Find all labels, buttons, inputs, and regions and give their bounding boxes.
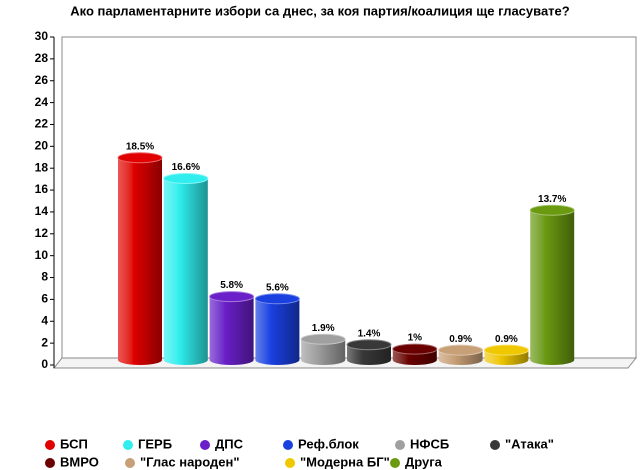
y-tick-label: 24 bbox=[35, 95, 49, 109]
legend-marker bbox=[285, 458, 295, 468]
y-tick-label: 30 bbox=[35, 29, 49, 43]
y-tick-label: 14 bbox=[35, 204, 49, 218]
legend-label: Друга bbox=[405, 454, 443, 469]
y-tick-label: 4 bbox=[41, 313, 48, 327]
value-label: 0.9% bbox=[495, 334, 518, 345]
bar bbox=[209, 296, 254, 360]
bar-top bbox=[346, 339, 392, 351]
legend-marker bbox=[45, 458, 55, 468]
y-tick-label: 12 bbox=[35, 226, 49, 240]
legend-marker bbox=[490, 440, 500, 450]
legend-marker bbox=[200, 440, 210, 450]
bar-top bbox=[209, 291, 255, 303]
bar-top bbox=[392, 343, 438, 355]
y-tick-label: 26 bbox=[35, 73, 49, 87]
y-tick-label: 20 bbox=[35, 139, 49, 153]
legend-label: ДПС bbox=[215, 436, 244, 451]
legend-marker bbox=[395, 440, 405, 450]
legend-label: ГЕРБ bbox=[138, 436, 172, 451]
legend-marker bbox=[283, 440, 293, 450]
value-label: 13.7% bbox=[538, 194, 566, 205]
y-tick-label: 18 bbox=[35, 160, 49, 174]
legend-label: ВМРО bbox=[60, 454, 99, 469]
bar-top bbox=[300, 333, 346, 345]
y-tick-label: 10 bbox=[35, 248, 49, 262]
legend-label: Реф.блок bbox=[298, 436, 359, 451]
value-label: 1.9% bbox=[312, 323, 335, 334]
value-label: 1.4% bbox=[358, 328, 381, 339]
legend-label: НФСБ bbox=[410, 436, 449, 451]
y-tick-label: 0 bbox=[41, 357, 48, 371]
legend-marker bbox=[45, 440, 55, 450]
value-label: 16.6% bbox=[172, 162, 200, 173]
value-label: 0.9% bbox=[449, 334, 472, 345]
value-label: 18.5% bbox=[126, 141, 154, 152]
bar-top bbox=[483, 344, 529, 356]
bar bbox=[163, 178, 208, 360]
legend-label: БСП bbox=[60, 436, 88, 451]
chart-title: Ако парламентарните избори са днес, за к… bbox=[70, 3, 570, 18]
value-label: 1% bbox=[408, 333, 423, 344]
value-label: 5.6% bbox=[266, 282, 289, 293]
legend-label: "Глас народен" bbox=[140, 454, 240, 469]
y-tick-label: 16 bbox=[35, 182, 49, 196]
legend-marker bbox=[125, 458, 135, 468]
y-tick-label: 2 bbox=[41, 335, 48, 349]
y-tick-label: 28 bbox=[35, 51, 49, 65]
bar bbox=[301, 339, 346, 360]
bar bbox=[118, 157, 162, 360]
legend-label: "Модерна БГ" bbox=[300, 454, 390, 469]
bar-top bbox=[438, 344, 484, 356]
y-tick-label: 22 bbox=[35, 117, 49, 131]
bar bbox=[530, 210, 575, 360]
y-tick-label: 6 bbox=[41, 292, 48, 306]
bar-top bbox=[117, 152, 163, 164]
legend-marker bbox=[390, 458, 400, 468]
value-label: 5.8% bbox=[220, 280, 243, 291]
y-tick-label: 8 bbox=[41, 270, 48, 284]
bar bbox=[255, 298, 300, 360]
bar-top bbox=[163, 173, 209, 185]
legend-label: "Атака" bbox=[505, 436, 554, 451]
legend-marker bbox=[123, 440, 133, 450]
bar-top bbox=[529, 204, 575, 216]
bar-top bbox=[254, 293, 300, 305]
